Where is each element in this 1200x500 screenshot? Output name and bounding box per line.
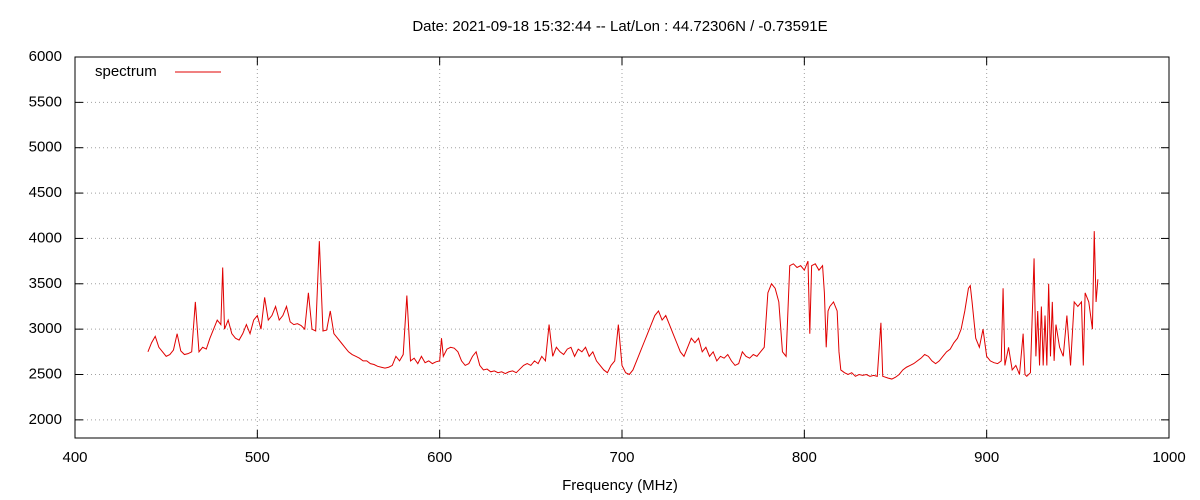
x-axis-label: Frequency (MHz) [562,477,678,494]
series-line [147,231,1099,380]
y-tick-label: 2500 [29,365,62,382]
x-tick-label: 1000 [1152,449,1185,466]
x-tick-label: 600 [427,449,452,466]
y-tick-label: 4000 [29,229,62,246]
x-tick-label: 500 [245,449,270,466]
plot-border [74,56,1170,439]
y-tick-label: 6000 [29,48,62,65]
y-tick-label: 4500 [29,184,62,201]
chart-title: Date: 2021-09-18 15:32:44 -- Lat/Lon : 4… [412,18,827,35]
legend-label: spectrum [95,63,157,80]
y-tick-label: 5000 [29,139,62,156]
y-tick-label: 3500 [29,275,62,292]
x-tick-label: 900 [974,449,999,466]
x-tick-label: 700 [609,449,634,466]
y-tick-label: 5500 [29,93,62,110]
y-tick-label: 3000 [29,320,62,337]
x-tick-label: 400 [62,449,87,466]
y-tick-label: 2000 [29,411,62,428]
x-tick-label: 800 [792,449,817,466]
